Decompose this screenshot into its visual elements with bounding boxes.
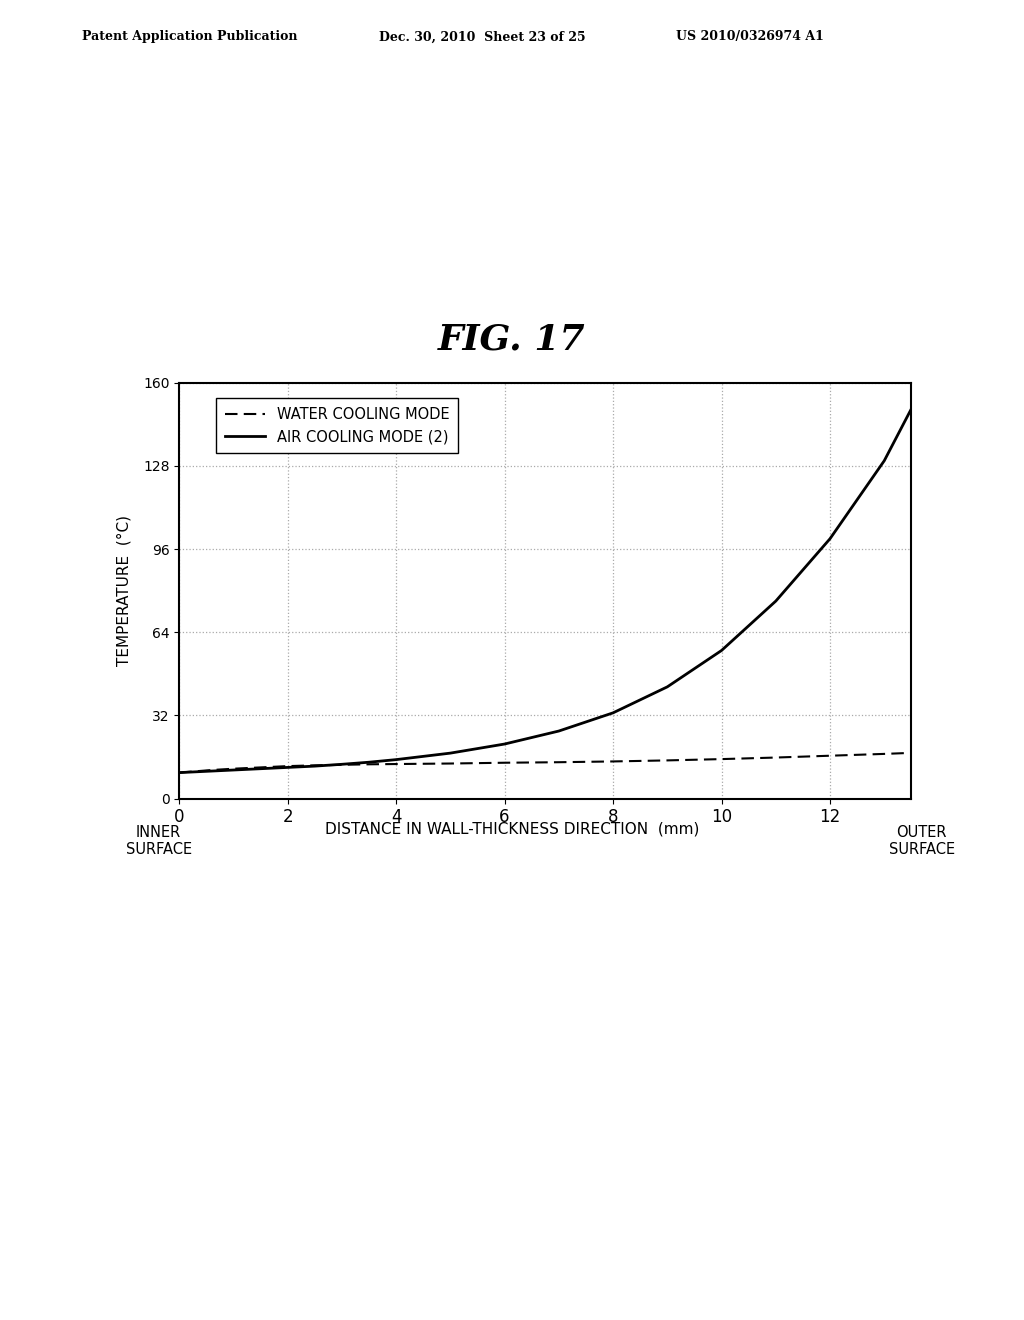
Text: Patent Application Publication: Patent Application Publication: [82, 30, 297, 44]
Text: INNER
SURFACE: INNER SURFACE: [126, 825, 191, 858]
Text: OUTER
SURFACE: OUTER SURFACE: [889, 825, 954, 858]
Text: FIG. 17: FIG. 17: [438, 322, 586, 356]
Y-axis label: TEMPERATURE  (°C): TEMPERATURE (°C): [117, 515, 132, 667]
Text: DISTANCE IN WALL-THICKNESS DIRECTION  (mm): DISTANCE IN WALL-THICKNESS DIRECTION (mm…: [325, 821, 699, 836]
Text: US 2010/0326974 A1: US 2010/0326974 A1: [676, 30, 823, 44]
Legend: WATER COOLING MODE, AIR COOLING MODE (2): WATER COOLING MODE, AIR COOLING MODE (2): [216, 399, 459, 453]
Text: Dec. 30, 2010  Sheet 23 of 25: Dec. 30, 2010 Sheet 23 of 25: [379, 30, 586, 44]
